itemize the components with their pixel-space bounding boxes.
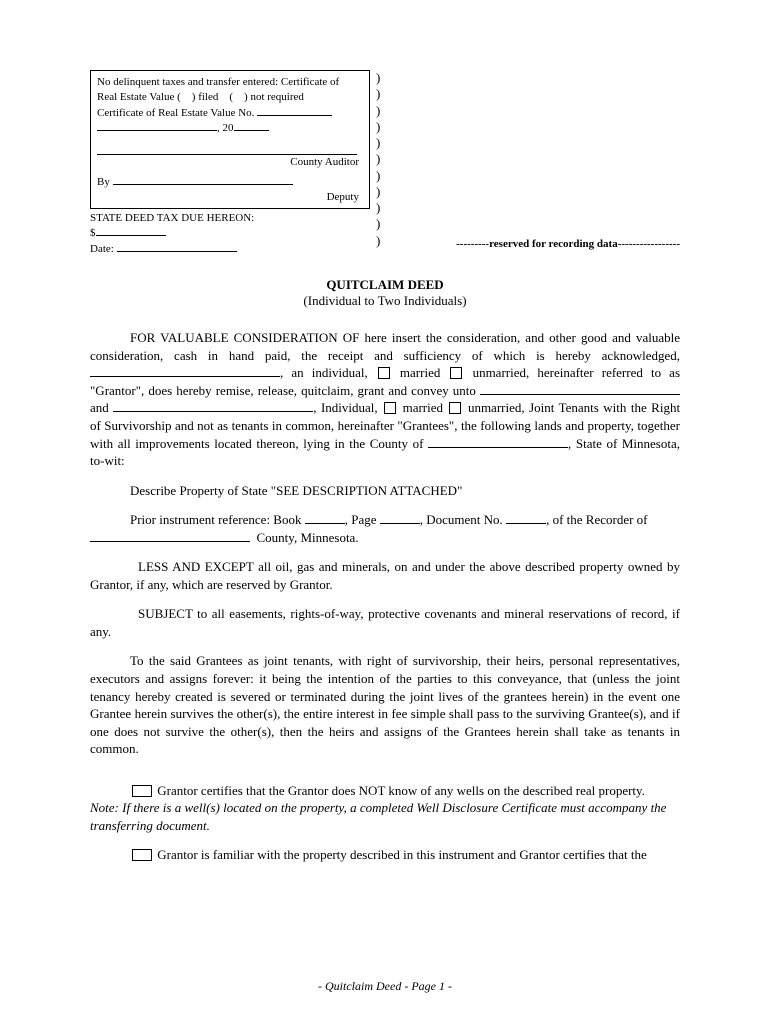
p1f: , Individual, bbox=[313, 400, 377, 415]
by-label: By bbox=[97, 176, 110, 188]
prior-b: , Page bbox=[345, 512, 377, 527]
tax-l2d: ) not required bbox=[244, 91, 304, 103]
p1g: married bbox=[403, 400, 443, 415]
paren-brackets: ))))))))))) bbox=[370, 70, 386, 249]
header-row: No delinquent taxes and transfer entered… bbox=[90, 70, 680, 257]
grantees-text: To the said Grantees as joint tenants, w… bbox=[90, 653, 680, 756]
date-year-line: , 20 bbox=[97, 121, 363, 135]
dollar-sign: $ bbox=[90, 227, 96, 239]
subject-para: SUBJECT to all easements, rights-of-way,… bbox=[90, 605, 680, 640]
year-blank[interactable] bbox=[234, 121, 269, 131]
left-col: No delinquent taxes and transfer entered… bbox=[90, 70, 370, 257]
grantee1-blank[interactable] bbox=[480, 394, 680, 395]
date-line: Date: bbox=[90, 242, 370, 257]
prior-e: County, Minnesota. bbox=[257, 530, 359, 545]
below-box: STATE DEED TAX DUE HEREON: $ Date: bbox=[90, 209, 370, 257]
dollar-line: $ bbox=[90, 226, 370, 241]
less-text: LESS AND EXCEPT all oil, gas and mineral… bbox=[90, 559, 680, 592]
less-except-para: LESS AND EXCEPT all oil, gas and mineral… bbox=[90, 558, 680, 593]
unmarried-checkbox-1[interactable] bbox=[450, 367, 462, 379]
deed-subtitle: (Individual to Two Individuals) bbox=[90, 293, 680, 309]
prior-d: , of the Recorder of bbox=[546, 512, 647, 527]
recording-text: ---------reserved for recording data----… bbox=[456, 238, 680, 250]
cert1-text: Grantor certifies that the Grantor does … bbox=[157, 783, 645, 798]
year-prefix: , 20 bbox=[217, 122, 234, 134]
docno-blank[interactable] bbox=[506, 523, 546, 524]
book-blank[interactable] bbox=[305, 523, 345, 524]
grantee2-blank[interactable] bbox=[113, 411, 313, 412]
auditor-sig-line[interactable] bbox=[97, 143, 357, 155]
dash-right: ----------------- bbox=[618, 238, 680, 250]
by-line: By bbox=[97, 175, 363, 189]
p1c: married bbox=[400, 365, 440, 380]
familiar-checkbox[interactable] bbox=[132, 849, 152, 861]
tax-line2: Real Estate Value ( ) filed ( ) not requ… bbox=[97, 90, 363, 104]
county-blank[interactable] bbox=[428, 447, 568, 448]
deed-title: QUITCLAIM DEED bbox=[90, 277, 680, 293]
wells-checkbox[interactable] bbox=[132, 785, 152, 797]
tax-l2a: Real Estate Value ( bbox=[97, 91, 181, 103]
by-blank[interactable] bbox=[113, 175, 293, 185]
p1b: , an individual, bbox=[280, 365, 368, 380]
dash-left: --------- bbox=[456, 238, 489, 250]
cert2-para: Grantor is familiar with the property de… bbox=[90, 846, 680, 864]
tax-line1: No delinquent taxes and transfer entered… bbox=[97, 75, 363, 89]
cert-no-blank[interactable] bbox=[257, 106, 332, 116]
dollar-blank[interactable] bbox=[96, 235, 166, 236]
title-block: QUITCLAIM DEED (Individual to Two Indivi… bbox=[90, 277, 680, 309]
page-footer: - Quitclaim Deed - Page 1 - bbox=[0, 979, 770, 994]
tax-certificate-box: No delinquent taxes and transfer entered… bbox=[90, 70, 370, 209]
recorder-county-blank[interactable] bbox=[90, 541, 250, 542]
cert2-text: Grantor is familiar with the property de… bbox=[157, 847, 647, 862]
tax-l2c: ( bbox=[229, 91, 233, 103]
prior-a: Prior instrument reference: Book bbox=[130, 512, 301, 527]
note-text: Note: If there is a well(s) located on t… bbox=[90, 800, 666, 833]
subject-text: SUBJECT to all easements, rights-of-way,… bbox=[90, 606, 680, 639]
unmarried-checkbox-2[interactable] bbox=[449, 402, 461, 414]
cert-label: Certificate of Real Estate Value No. bbox=[97, 107, 254, 119]
tax-l2b: ) filed bbox=[192, 91, 219, 103]
body: FOR VALUABLE CONSIDERATION OF here inser… bbox=[90, 329, 680, 864]
married-checkbox-2[interactable] bbox=[384, 402, 396, 414]
consideration-para: FOR VALUABLE CONSIDERATION OF here inser… bbox=[90, 329, 680, 469]
page-blank[interactable] bbox=[380, 523, 420, 524]
cert1-para: Grantor certifies that the Grantor does … bbox=[90, 782, 680, 835]
date-blank-field[interactable] bbox=[117, 251, 237, 252]
deputy-label: Deputy bbox=[97, 190, 363, 204]
describe-para: Describe Property of State "SEE DESCRIPT… bbox=[90, 482, 680, 500]
grantees-para: To the said Grantees as joint tenants, w… bbox=[90, 652, 680, 757]
page: No delinquent taxes and transfer entered… bbox=[0, 0, 770, 916]
date-label: Date: bbox=[90, 243, 114, 255]
prior-ref-para: Prior instrument reference: Book , Page … bbox=[90, 511, 680, 546]
p1e: and bbox=[90, 400, 109, 415]
county-auditor-label: County Auditor bbox=[97, 155, 363, 169]
p1a: FOR VALUABLE CONSIDERATION OF here inser… bbox=[90, 330, 680, 363]
grantor-name-blank[interactable] bbox=[90, 376, 280, 377]
prior-c: , Document No. bbox=[420, 512, 503, 527]
date-blank[interactable] bbox=[97, 121, 217, 131]
married-checkbox-1[interactable] bbox=[378, 367, 390, 379]
recording-label: reserved for recording data bbox=[489, 238, 618, 250]
state-deed-label: STATE DEED TAX DUE HEREON: bbox=[90, 211, 370, 226]
cert-no-line: Certificate of Real Estate Value No. bbox=[97, 106, 363, 120]
